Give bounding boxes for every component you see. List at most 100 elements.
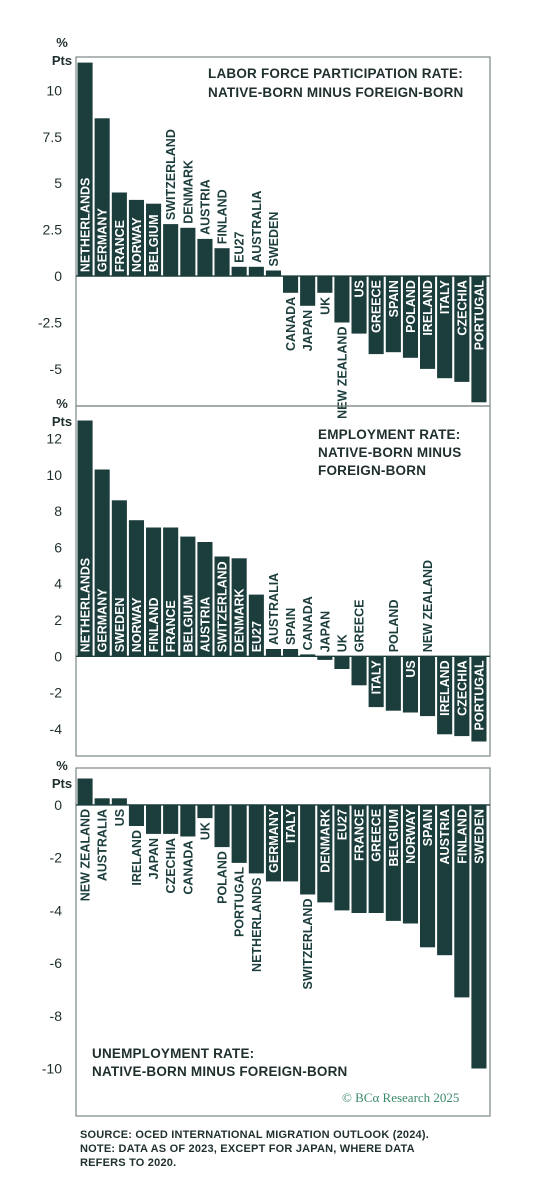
category-label: GERMANY xyxy=(267,808,281,873)
y-tick-label: 0 xyxy=(54,268,62,284)
category-label: ITALY xyxy=(438,279,452,314)
category-label: CZECHIA xyxy=(455,660,469,716)
category-label: IRELAND xyxy=(130,830,144,886)
y-tick-label: 2 xyxy=(54,612,62,628)
category-label: GERMANY xyxy=(96,208,110,273)
category-label: ITALY xyxy=(284,808,298,843)
y-tick-label: 0 xyxy=(54,648,62,664)
y-tick-label: 10 xyxy=(46,82,62,98)
unit-label: % xyxy=(56,35,68,50)
category-label: NETHERLANDS xyxy=(79,178,93,272)
source-note: SOURCE: OCED INTERNATIONAL MIGRATION OUT… xyxy=(80,1128,540,1170)
category-label: BELGIUM xyxy=(387,809,401,867)
category-label: SWITZERLAND xyxy=(216,561,230,652)
category-label: AUSTRIA xyxy=(198,597,212,653)
bar-australia xyxy=(249,267,264,276)
source-line: NOTE: DATA AS OF 2023, EXCEPT FOR JAPAN,… xyxy=(80,1142,540,1156)
bar-greece xyxy=(352,656,367,685)
category-label: EU27 xyxy=(250,621,264,652)
bar-japan xyxy=(300,276,315,306)
category-label: AUSTRALIA xyxy=(267,573,281,645)
category-label: PORTUGAL xyxy=(472,660,486,731)
bar-uk xyxy=(317,276,332,293)
bar-spain xyxy=(283,649,298,656)
bar-australia xyxy=(266,649,281,656)
category-label: US xyxy=(404,660,418,677)
chart-title: NATIVE-BORN MINUS FOREIGN-BORN xyxy=(92,1064,348,1079)
category-label: UK xyxy=(198,822,212,840)
category-label: PORTUGAL xyxy=(472,280,486,351)
bar-japan xyxy=(146,805,161,834)
category-label: CZECHIA xyxy=(164,838,178,894)
bar-denmark xyxy=(180,228,195,276)
bar-new-zealand xyxy=(78,779,93,805)
category-label: SWITZERLAND xyxy=(164,129,178,220)
labor-force-chart: % Pts 10 7.5 5 2.5 0 -2.5 -5 LABOR FORCE PARTICIP… xyxy=(38,35,490,419)
bar-austria xyxy=(197,239,212,276)
category-label: CZECHIA xyxy=(455,280,469,336)
category-label: US xyxy=(353,280,367,297)
y-tick-label: 2.5 xyxy=(43,222,63,238)
category-label: ITALY xyxy=(370,660,384,695)
category-label: GERMANY xyxy=(96,588,110,653)
y-tick-label: -5 xyxy=(50,361,63,377)
y-tick-label: 8 xyxy=(54,503,62,519)
category-label: SWEDEN xyxy=(267,212,281,267)
category-label: JAPAN xyxy=(318,611,332,652)
category-label: CANADA xyxy=(181,841,195,895)
category-label: FRANCE xyxy=(164,600,178,652)
bar-canada xyxy=(283,276,298,293)
category-label: JAPAN xyxy=(147,838,161,879)
y-tick-label: -10 xyxy=(42,1061,62,1077)
category-label: DENMARK xyxy=(181,160,195,224)
bar-uk xyxy=(197,805,212,818)
employment-rate-chart: % Pts 12 10 8 6 4 2 0 -2 -4 EMPLOYMENT RATE: NATIVE-… xyxy=(46,396,490,756)
category-label: AUSTRIA xyxy=(198,179,212,235)
category-label: JAPAN xyxy=(301,310,315,351)
unit-label: % xyxy=(56,396,68,411)
unit-label: Pts xyxy=(52,53,72,68)
category-label: FINLAND xyxy=(147,597,161,652)
category-label: AUSTRALIA xyxy=(96,809,110,881)
category-label: UK xyxy=(335,634,349,652)
category-label: GREECE xyxy=(353,600,367,653)
category-label: BELGIUM xyxy=(147,214,161,272)
category-label: NEW ZEALAND xyxy=(79,809,93,901)
unit-label: Pts xyxy=(52,776,72,791)
y-tick-label: 7.5 xyxy=(43,129,63,145)
category-label: DENMARK xyxy=(233,588,247,652)
category-label: GREECE xyxy=(370,809,384,862)
bar-finland xyxy=(215,248,230,276)
source-line: REFERS TO 2020. xyxy=(80,1156,540,1170)
bar-new-zealand xyxy=(334,276,349,322)
y-tick-label: 6 xyxy=(54,539,62,555)
brand-watermark: © BCα Research 2025 xyxy=(342,1090,459,1105)
bar-australia xyxy=(95,798,110,805)
category-label: NORWAY xyxy=(130,597,144,653)
category-label: FRANCE xyxy=(353,809,367,861)
category-label: PORTUGAL xyxy=(233,867,247,938)
category-label: NORWAY xyxy=(404,808,418,864)
chart-title: LABOR FORCE PARTICIPATION RATE: xyxy=(208,66,463,81)
category-label: SWITZERLAND xyxy=(301,899,315,990)
category-label: SWEDEN xyxy=(113,597,127,652)
bar-sweden xyxy=(266,271,281,277)
bar-portugal xyxy=(232,805,247,863)
bar-switzerland xyxy=(163,224,178,276)
y-tick-label: -2 xyxy=(50,685,63,701)
y-tick-label: -2.5 xyxy=(38,314,62,330)
category-label: IRELAND xyxy=(438,660,452,716)
bar-switzerland xyxy=(300,805,315,895)
bar-canada xyxy=(180,805,195,837)
chart-title: NATIVE-BORN MINUS xyxy=(318,445,461,460)
bar-poland xyxy=(215,805,230,847)
y-tick-label: 4 xyxy=(54,576,62,592)
category-label: SWEDEN xyxy=(472,809,486,864)
bar-czechia xyxy=(163,805,178,834)
category-label: CANADA xyxy=(301,596,315,650)
y-tick-label: 5 xyxy=(54,175,62,191)
category-label: NETHERLANDS xyxy=(79,558,93,652)
unemployment-rate-chart: %Pts0-2-4-6-8-10UNEMPLOYMENT RATE:NATIVE… xyxy=(42,758,490,1116)
y-tick-label: -4 xyxy=(50,902,63,918)
y-tick-label: -8 xyxy=(50,1008,63,1024)
